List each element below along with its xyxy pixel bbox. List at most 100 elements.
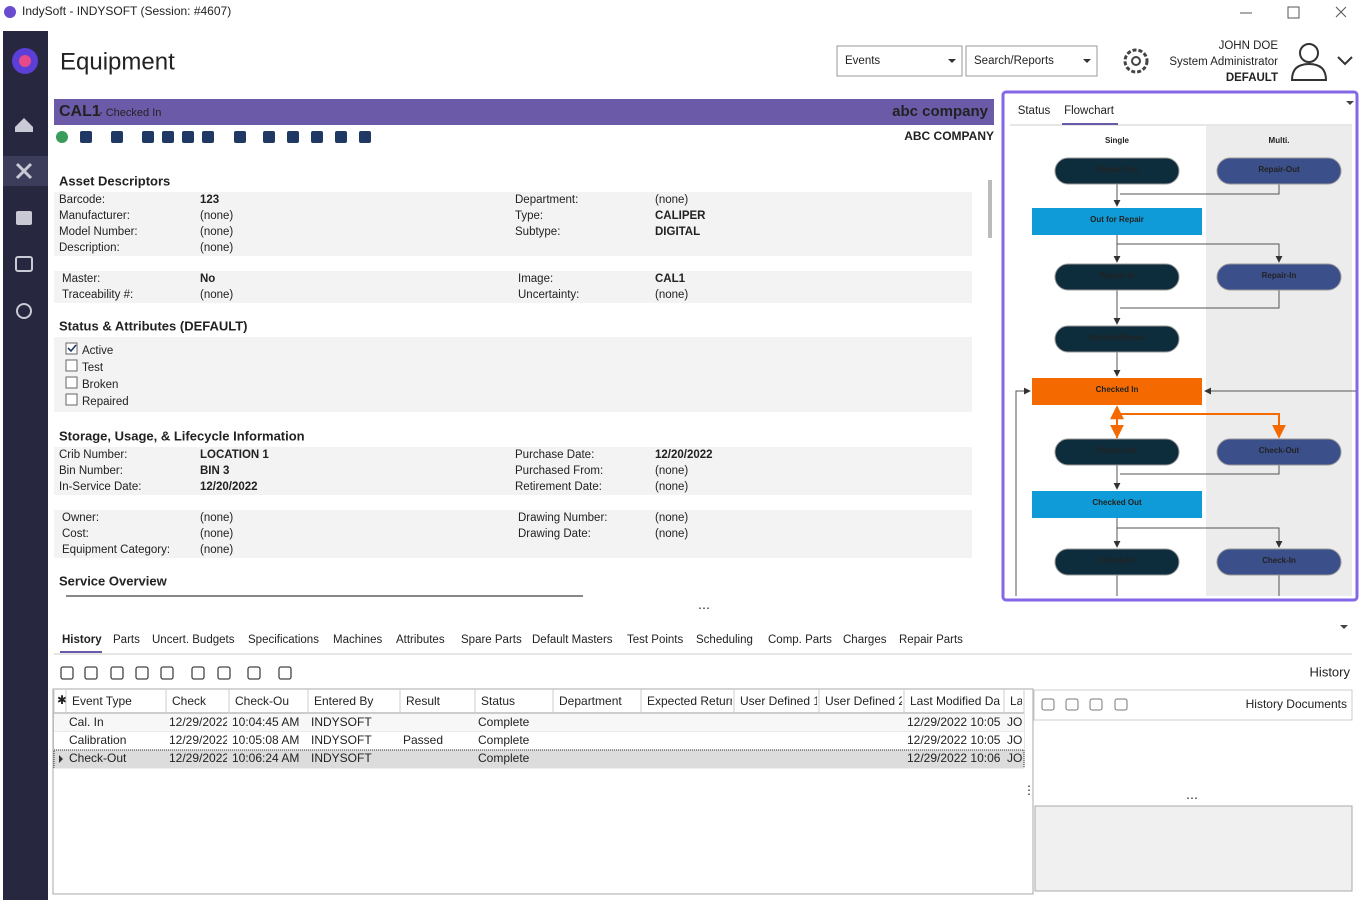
flow-node-label: Checked In (1096, 385, 1139, 394)
flow-node-label: Checked Out (1092, 498, 1142, 507)
documents-list (1035, 806, 1352, 891)
tab[interactable]: Default Masters (532, 634, 613, 646)
grid-cell: 12/29/2022 (169, 751, 229, 765)
user-name: JOHN DOE (1219, 40, 1279, 52)
tab[interactable]: Uncert. Budgets (152, 634, 235, 646)
checkbox-label: Active (82, 345, 113, 357)
dropdown-label: Events (845, 55, 880, 67)
column-header[interactable]: Check (172, 694, 207, 708)
field-value: CALIPER (655, 210, 706, 222)
column-header[interactable]: Department (559, 694, 622, 708)
tab[interactable]: History (62, 634, 102, 646)
tab[interactable]: Specifications (248, 634, 319, 646)
toolbar-icon[interactable] (80, 131, 92, 143)
field-label: Equipment Category: (62, 544, 170, 556)
tab[interactable]: Machines (333, 634, 382, 646)
toolbar-icon[interactable] (111, 131, 123, 143)
field-value: (none) (655, 481, 688, 493)
tab[interactable]: Spare Parts (461, 634, 522, 646)
checkbox-label: Test (82, 362, 104, 374)
column-header[interactable]: Result (406, 694, 441, 708)
toolbar-icon[interactable] (142, 131, 154, 143)
tab[interactable]: Attributes (396, 634, 445, 646)
field-label: Model Number: (59, 226, 138, 238)
field-value: (none) (200, 226, 233, 238)
column-header[interactable]: Status (481, 694, 515, 708)
toolbar-icon[interactable] (182, 131, 194, 143)
documents-splitter[interactable]: ⋯ (1186, 791, 1198, 805)
toolbar-icon[interactable] (56, 131, 68, 143)
multi-column-bg (1206, 126, 1352, 596)
vertical-scrollbar[interactable] (988, 180, 992, 238)
flow-node-label: Repair-Out (1258, 165, 1300, 174)
tab[interactable]: Test Points (627, 634, 683, 646)
toolbar-icon[interactable] (359, 131, 371, 143)
toolbar-icon[interactable] (162, 131, 174, 143)
column-header[interactable]: Expected Return (647, 694, 736, 708)
column-header[interactable]: User Defined 2 (825, 694, 905, 708)
tab[interactable]: Scheduling (696, 634, 753, 646)
field-label: Department: (515, 194, 578, 206)
flow-node-label: Check-Out (1097, 446, 1138, 455)
column-header[interactable]: User Defined 1 (740, 694, 820, 708)
user-role: System Administrator (1169, 56, 1278, 68)
column-header[interactable]: Check-Ou (235, 694, 289, 708)
field-value: (none) (200, 289, 233, 301)
toolbar-icon[interactable] (202, 131, 214, 143)
field-group (54, 510, 972, 558)
toolbar-icon[interactable] (234, 131, 246, 143)
field-label: Crib Number: (59, 449, 127, 461)
dropdown-label: Search/Reports (974, 55, 1054, 67)
field-value: DIGITAL (655, 226, 700, 238)
checkbox[interactable] (66, 394, 77, 405)
flow-node-label: Out for Repair (1090, 215, 1144, 224)
field-value: BIN 3 (200, 465, 229, 477)
flow-node-label: Service/Repair (1089, 333, 1145, 342)
tab[interactable]: Repair Parts (899, 634, 963, 646)
grid-cell: 12/29/2022 (169, 733, 229, 747)
grid-splitter[interactable]: ⋮ (1023, 783, 1035, 797)
toolbar-icon[interactable] (287, 131, 299, 143)
field-label: Image: (518, 273, 553, 285)
column-header[interactable]: Event Type (72, 694, 132, 708)
grid-cell: INDYSOFT (311, 733, 372, 747)
column-header[interactable]: Entered By (314, 694, 373, 708)
toolbar-icon[interactable] (335, 131, 347, 143)
tab[interactable]: Comp. Parts (768, 634, 832, 646)
grid-cell: Passed (403, 733, 443, 747)
field-value: 12/20/2022 (200, 481, 258, 493)
flow-node-label: Check-In (1262, 556, 1296, 565)
checkbox-group (54, 337, 972, 412)
flow-node-label: Repair-In (1100, 271, 1135, 280)
field-value: (none) (200, 528, 233, 540)
field-label: Uncertainty: (518, 289, 579, 301)
field-value: (none) (200, 242, 233, 254)
company-code: ABC COMPANY (904, 129, 994, 143)
field-label: Purchased From: (515, 465, 603, 477)
field-label: Retirement Date: (515, 481, 602, 493)
checkbox-label: Broken (82, 379, 118, 391)
grid-cell: Complete (478, 733, 530, 747)
checkbox[interactable] (66, 360, 77, 371)
splitter-handle[interactable]: ⋯ (698, 601, 710, 615)
tab[interactable]: Parts (113, 634, 140, 646)
flow-node-label: Check-In (1100, 556, 1134, 565)
field-value: (none) (200, 512, 233, 524)
horizontal-scrollbar[interactable] (66, 595, 583, 597)
toolbar-icon[interactable] (311, 131, 323, 143)
toolbar-icon[interactable] (263, 131, 275, 143)
field-group (54, 447, 972, 495)
grid-cell: 12/29/2022 10:05 A (907, 733, 1011, 747)
column-header[interactable]: Last Modified Da (910, 694, 1000, 708)
checkbox-label: Repaired (82, 396, 129, 408)
tab[interactable]: Charges (843, 634, 887, 646)
record-bar (54, 99, 994, 125)
field-label: Master: (62, 273, 100, 285)
reports-icon[interactable] (16, 211, 32, 225)
field-label: Owner: (62, 512, 99, 524)
checkbox[interactable] (66, 377, 77, 388)
field-label: Traceability #: (62, 289, 133, 301)
grid-cell: 12/29/2022 (169, 715, 229, 729)
column-header: Multi. (1269, 136, 1290, 145)
field-label: Cost: (62, 528, 89, 540)
